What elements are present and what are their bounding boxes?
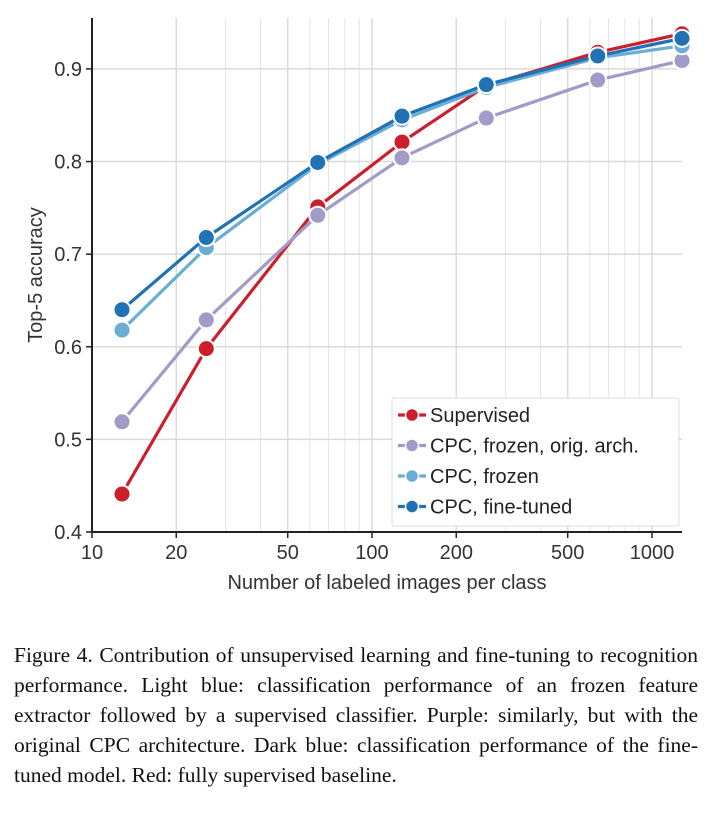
axes xyxy=(91,18,682,533)
legend-marker xyxy=(404,499,420,514)
data-point xyxy=(308,152,328,172)
x-tick-labels: 10 20 50 100 200 500 1000 xyxy=(81,532,674,564)
line-chart: 10 20 50 100 200 500 1000 0.4 0.5 0.6 0.7 0.8 0.9 N… xyxy=(25,18,692,594)
data-point xyxy=(392,106,412,126)
x-tick-label: 500 xyxy=(551,542,584,564)
x-tick-label: 1000 xyxy=(630,542,675,564)
figure-caption: Figure 4. Contribution of unsupervised l… xyxy=(14,643,698,787)
data-point xyxy=(196,310,216,330)
legend-label: Supervised xyxy=(430,405,530,427)
data-point xyxy=(672,28,692,48)
y-tick-label: 0.7 xyxy=(54,244,82,266)
data-point xyxy=(112,412,132,432)
legend: Supervised CPC, frozen, orig. arch. CPC, f… xyxy=(391,397,680,527)
x-tick-label: 200 xyxy=(440,542,473,564)
legend-label: CPC, fine-tuned xyxy=(430,497,572,519)
y-axis-label: Top-5 accuracy xyxy=(25,207,47,343)
x-tick-label: 20 xyxy=(165,542,187,564)
legend-entry: Supervised xyxy=(398,405,530,427)
x-tick-label: 50 xyxy=(277,542,299,564)
data-point xyxy=(392,148,412,168)
y-tick-label: 0.8 xyxy=(54,152,82,174)
data-point xyxy=(476,108,496,128)
legend-marker xyxy=(404,407,420,423)
y-tick-label: 0.4 xyxy=(54,522,82,544)
legend-entry: CPC, frozen, orig. arch. xyxy=(398,436,639,458)
data-point xyxy=(196,339,216,359)
data-point xyxy=(112,484,132,504)
y-tick-label: 0.9 xyxy=(54,59,82,81)
legend-entry: CPC, fine-tuned xyxy=(398,497,572,519)
y-tick-label: 0.6 xyxy=(54,337,82,359)
legend-marker xyxy=(404,468,420,484)
legend-entry: CPC, frozen xyxy=(398,466,539,488)
legend-label: CPC, frozen, orig. arch. xyxy=(430,436,639,458)
series-lines xyxy=(112,24,692,504)
data-point xyxy=(308,205,328,225)
y-tick-labels: 0.4 0.5 0.6 0.7 0.8 0.9 xyxy=(54,59,92,544)
x-axis-label: Number of labeled images per class xyxy=(227,572,546,594)
data-point xyxy=(196,227,216,247)
data-point xyxy=(588,70,608,90)
data-point xyxy=(112,320,132,340)
grid-lines xyxy=(92,18,682,532)
legend-marker xyxy=(404,438,420,453)
data-point xyxy=(588,46,608,66)
x-tick-label: 100 xyxy=(355,542,388,564)
y-tick-label: 0.5 xyxy=(54,429,82,451)
data-point xyxy=(112,300,132,320)
series-3 xyxy=(112,28,692,320)
chart-area: 10 20 50 100 200 500 1000 0.4 0.5 0.6 0.7 0.8 0.9 N… xyxy=(25,18,692,594)
series-1 xyxy=(112,51,692,432)
legend-box xyxy=(391,397,680,527)
legend-label: CPC, frozen xyxy=(430,466,539,488)
x-tick-label: 10 xyxy=(81,542,103,564)
data-point xyxy=(476,75,496,95)
data-point xyxy=(392,132,412,152)
